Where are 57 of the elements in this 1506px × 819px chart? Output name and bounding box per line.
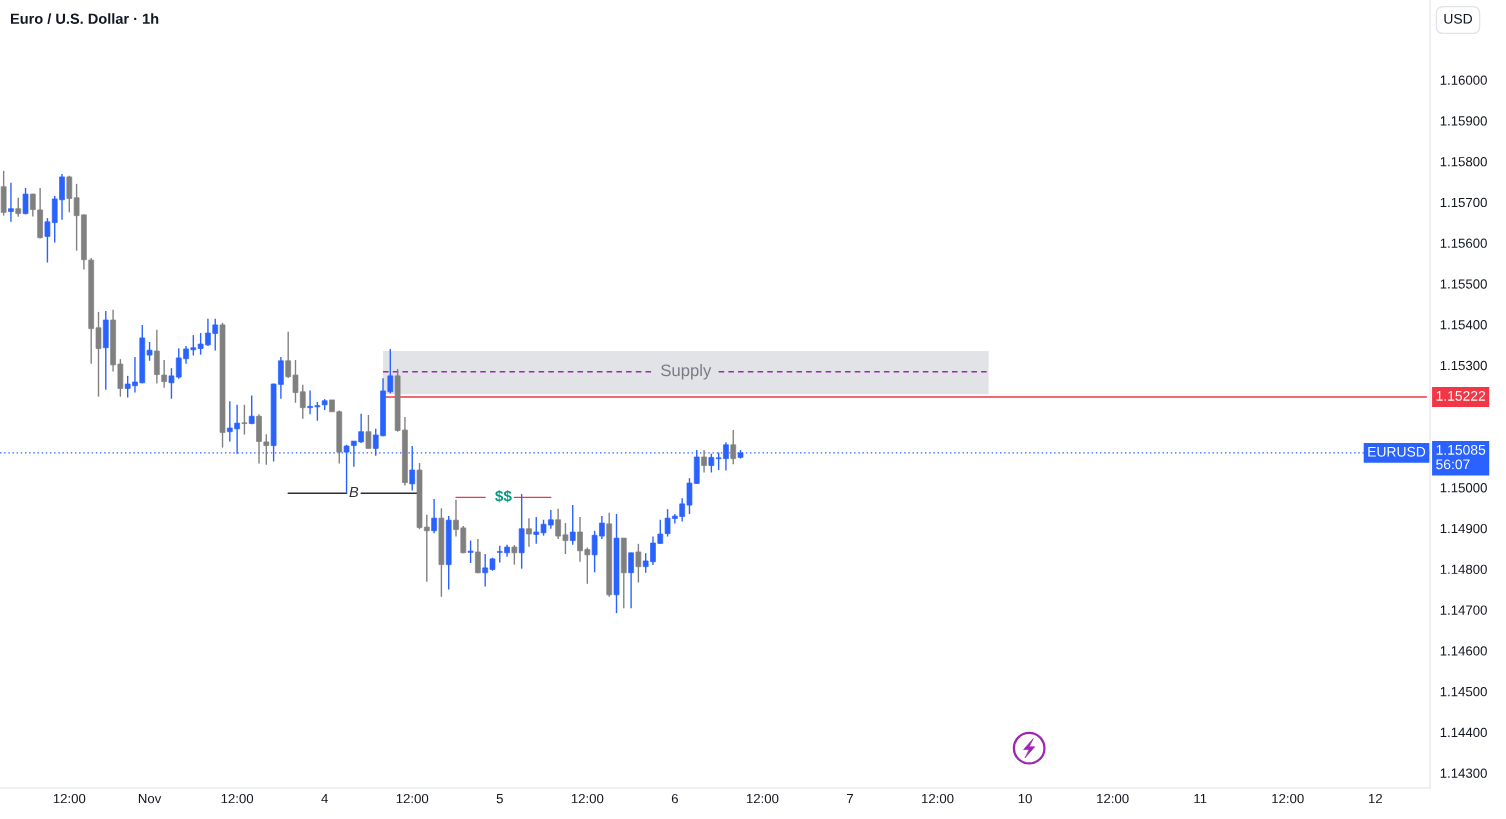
candlestick (15, 197, 22, 218)
x-tick-label: 5 (496, 794, 503, 804)
x-tick-label: Nov (138, 794, 162, 804)
candlestick (569, 504, 576, 546)
y-tick-label: 1.15500 (1440, 279, 1487, 289)
x-tick-label: 12:00 (53, 793, 86, 804)
x-tick-label: 12:00 (922, 793, 954, 804)
x-tick-label: 10 (1018, 793, 1032, 804)
ref-line-label: 1.15085 56:07 (1436, 444, 1486, 470)
candlestick (467, 539, 474, 564)
candlestick (730, 429, 737, 466)
candlestick (701, 449, 707, 474)
data-label: 1.15222 (1436, 390, 1486, 401)
candlestick (365, 414, 372, 450)
x-tick-label: 12:00 (221, 793, 254, 804)
x-tick-label: 12 (1368, 793, 1382, 804)
candlestick (241, 404, 248, 436)
x-tick-label: 12:00 (1272, 793, 1304, 804)
candlestick (635, 543, 642, 584)
candlestick (475, 538, 481, 574)
candlestick (248, 394, 255, 426)
series-label: B (349, 487, 359, 498)
x-tick-label: 12:00 (396, 793, 429, 804)
x-tick-label: 4 (321, 794, 328, 804)
y-tick-label: 1.14400 (1440, 727, 1487, 738)
x-tick-label: 7 (846, 794, 853, 804)
y-tick-label: 1.15600 (1440, 238, 1487, 248)
y-axis-title: USD (1444, 13, 1472, 24)
series-label: Supply (661, 364, 712, 380)
y-tick-label: 1.15300 (1440, 360, 1487, 371)
annotation: EURUSD (1368, 446, 1426, 457)
candlestick (22, 187, 29, 216)
y-tick-label: 1.15000 (1440, 483, 1487, 493)
candlestick (511, 544, 518, 566)
candlestick (8, 181, 14, 223)
x-tick-label: 12:00 (1097, 793, 1129, 804)
series-label: $$ (495, 489, 512, 503)
y-tick-label: 1.15900 (1440, 116, 1487, 126)
x-tick-label: 12:00 (746, 793, 779, 804)
candlestick (431, 498, 437, 534)
y-tick-label: 1.14900 (1440, 523, 1487, 534)
candlestick (628, 552, 634, 609)
candlestick (526, 517, 532, 548)
y-tick-label: 1.15800 (1440, 157, 1487, 167)
x-tick-label: 12:00 (571, 793, 604, 804)
y-tick-label: 1.15400 (1440, 320, 1487, 330)
x-tick-label: 11 (1194, 794, 1207, 804)
y-tick-label: 1.14600 (1440, 646, 1487, 656)
y-tick-label: 1.14500 (1440, 686, 1487, 697)
y-tick-label: 1.16000 (1440, 75, 1487, 85)
y-tick-label: 1.15700 (1440, 197, 1487, 208)
x-tick-label: 6 (671, 793, 678, 804)
y-tick-label: 1.14700 (1440, 605, 1487, 615)
candlestick (708, 453, 715, 474)
y-tick-label: 1.14800 (1440, 564, 1487, 574)
y-tick-label: 1.14300 (1440, 768, 1487, 778)
text: Euro / U.S. Dollar · 1h (10, 13, 159, 25)
